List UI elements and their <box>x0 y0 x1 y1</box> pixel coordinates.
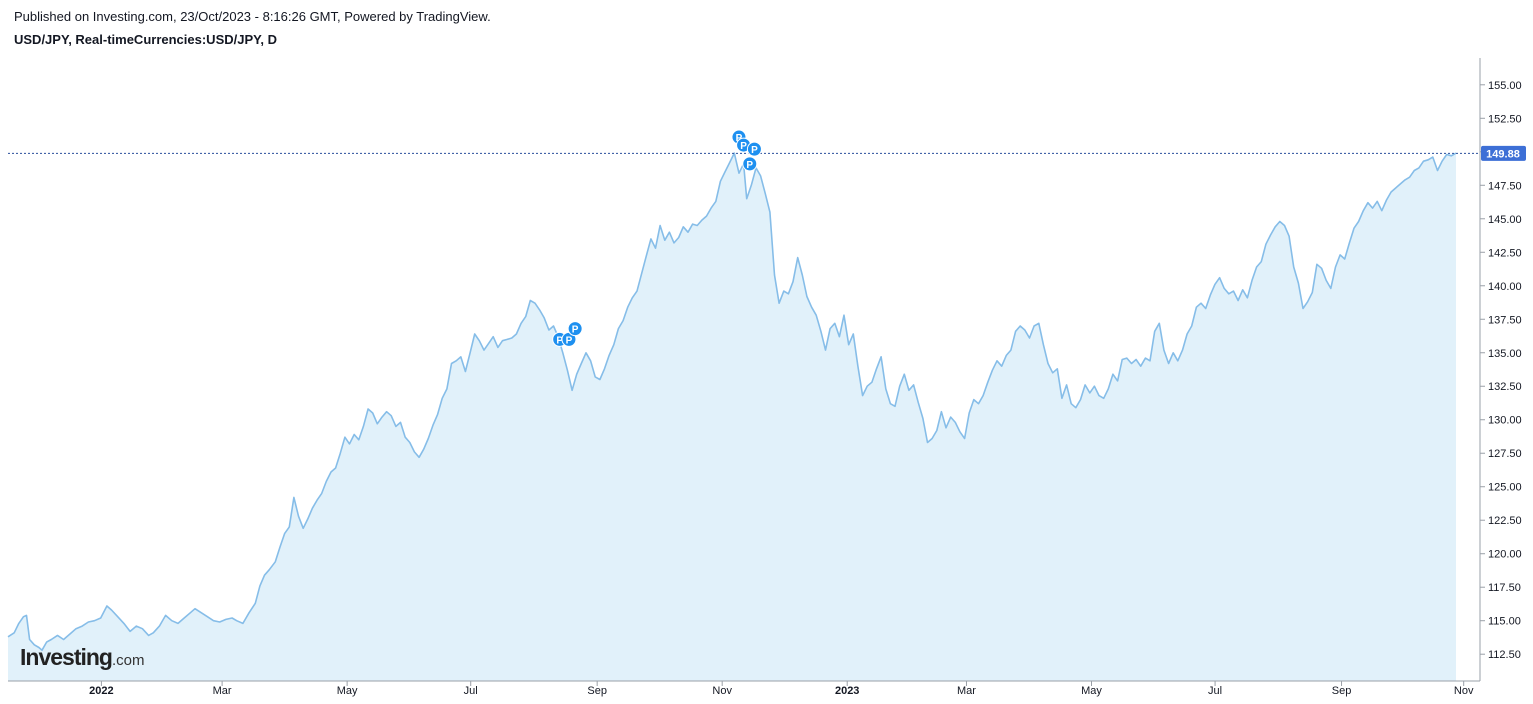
price-line <box>7 152 1457 651</box>
x-tick-label: Mar <box>213 685 232 697</box>
last-price-badge-bg <box>1481 145 1526 161</box>
y-tick-label: 117.50 <box>1488 582 1521 594</box>
y-tick-label: 137.50 <box>1488 314 1522 326</box>
logo-suffix: .com <box>111 652 145 669</box>
x-tick-label: Nov <box>712 685 732 697</box>
price-area <box>8 153 1456 682</box>
y-tick-label: 125.00 <box>1488 482 1522 494</box>
y-tick-label: 127.50 <box>1488 448 1522 460</box>
event-marker-label: P <box>751 145 758 156</box>
x-tick-label: 2022 <box>89 685 113 697</box>
x-tick-label: Mar <box>957 685 976 697</box>
x-tick-label: May <box>337 685 358 697</box>
y-tick-label: 140.00 <box>1488 281 1522 293</box>
published-line: Published on Investing.com, 23/Oct/2023 … <box>14 9 491 24</box>
x-tick-label: Jul <box>1208 685 1222 697</box>
area-fill-layer <box>8 153 1456 682</box>
investing-logo: Investing.com <box>20 644 144 671</box>
y-tick-label: 120.00 <box>1488 549 1522 561</box>
x-tick-label: Jul <box>464 685 478 697</box>
event-marker-label: P <box>746 160 753 171</box>
x-tick-label: Nov <box>1454 685 1474 697</box>
y-tick-label: 145.00 <box>1488 214 1522 226</box>
y-tick-label: 142.50 <box>1488 247 1522 259</box>
event-marker[interactable]: P <box>567 321 583 337</box>
y-tick-label: 152.50 <box>1488 113 1522 125</box>
y-tick-label: 155.00 <box>1488 80 1522 92</box>
x-tick-label: May <box>1081 685 1102 697</box>
y-tick-label: 115.00 <box>1488 616 1521 628</box>
event-marker-dot[interactable] <box>742 156 758 172</box>
event-marker[interactable]: P <box>742 156 758 172</box>
event-marker[interactable]: P <box>746 141 762 157</box>
event-marker-dot[interactable] <box>567 321 583 337</box>
y-tick-label: 112.50 <box>1488 649 1521 661</box>
y-tick-label: 135.00 <box>1488 348 1522 360</box>
event-marker-dot[interactable] <box>746 141 762 157</box>
x-tick-label: Sep <box>1332 685 1352 697</box>
x-tick-label: 2023 <box>835 685 859 697</box>
y-tick-label: 132.50 <box>1488 381 1522 393</box>
x-tick-label: Sep <box>587 685 607 697</box>
y-axis: 155.00152.50150.00147.50145.00142.50140.… <box>1480 80 1522 661</box>
last-price-badge: 149.88 <box>1481 145 1526 161</box>
y-tick-label: 147.50 <box>1488 180 1522 192</box>
event-marker-label: P <box>736 133 743 144</box>
symbol-title: USD/JPY, Real-timeCurrencies:USD/JPY, D <box>14 32 277 47</box>
last-price-label: 149.88 <box>1486 148 1520 160</box>
event-marker-label: P <box>572 325 579 336</box>
price-line-layer <box>7 152 1457 651</box>
logo-wordmark: Investing <box>20 644 113 670</box>
y-tick-label: 122.50 <box>1488 515 1522 527</box>
event-marker-label: P <box>556 335 563 346</box>
event-marker-label: P <box>740 141 747 152</box>
event-marker-label: P <box>566 335 573 346</box>
x-axis: 2022 Mar May Jul Sep Nov 2023 Mar May Jul Sep Nov <box>89 681 1474 697</box>
y-tick-label: 130.00 <box>1488 415 1522 427</box>
